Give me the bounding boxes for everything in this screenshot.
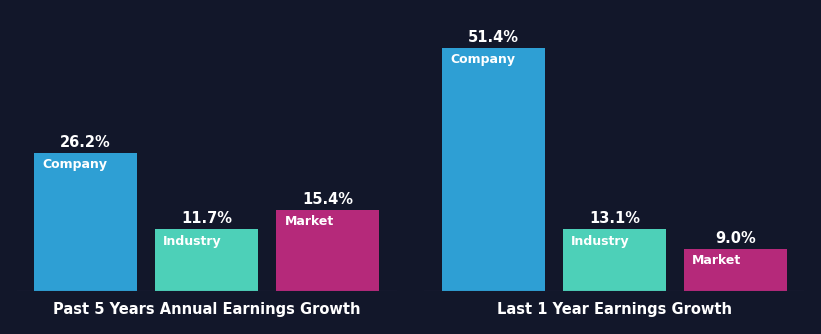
X-axis label: Past 5 Years Annual Earnings Growth: Past 5 Years Annual Earnings Growth bbox=[53, 302, 360, 317]
Bar bbox=[442, 48, 544, 291]
Text: 51.4%: 51.4% bbox=[468, 30, 519, 45]
Text: Industry: Industry bbox=[163, 235, 222, 248]
Text: 13.1%: 13.1% bbox=[589, 211, 640, 226]
Text: Company: Company bbox=[450, 53, 515, 66]
Text: Company: Company bbox=[42, 158, 108, 171]
Text: 9.0%: 9.0% bbox=[715, 231, 756, 246]
Text: Industry: Industry bbox=[571, 235, 630, 248]
X-axis label: Last 1 Year Earnings Growth: Last 1 Year Earnings Growth bbox=[497, 302, 732, 317]
Bar bbox=[563, 229, 666, 291]
Bar bbox=[277, 210, 379, 291]
Text: Market: Market bbox=[285, 215, 334, 228]
Bar bbox=[684, 248, 787, 291]
Text: 15.4%: 15.4% bbox=[302, 192, 353, 207]
Bar bbox=[34, 153, 137, 291]
Text: Market: Market bbox=[692, 254, 741, 267]
Text: 11.7%: 11.7% bbox=[181, 211, 232, 226]
Text: 26.2%: 26.2% bbox=[60, 135, 111, 150]
Bar bbox=[155, 229, 258, 291]
